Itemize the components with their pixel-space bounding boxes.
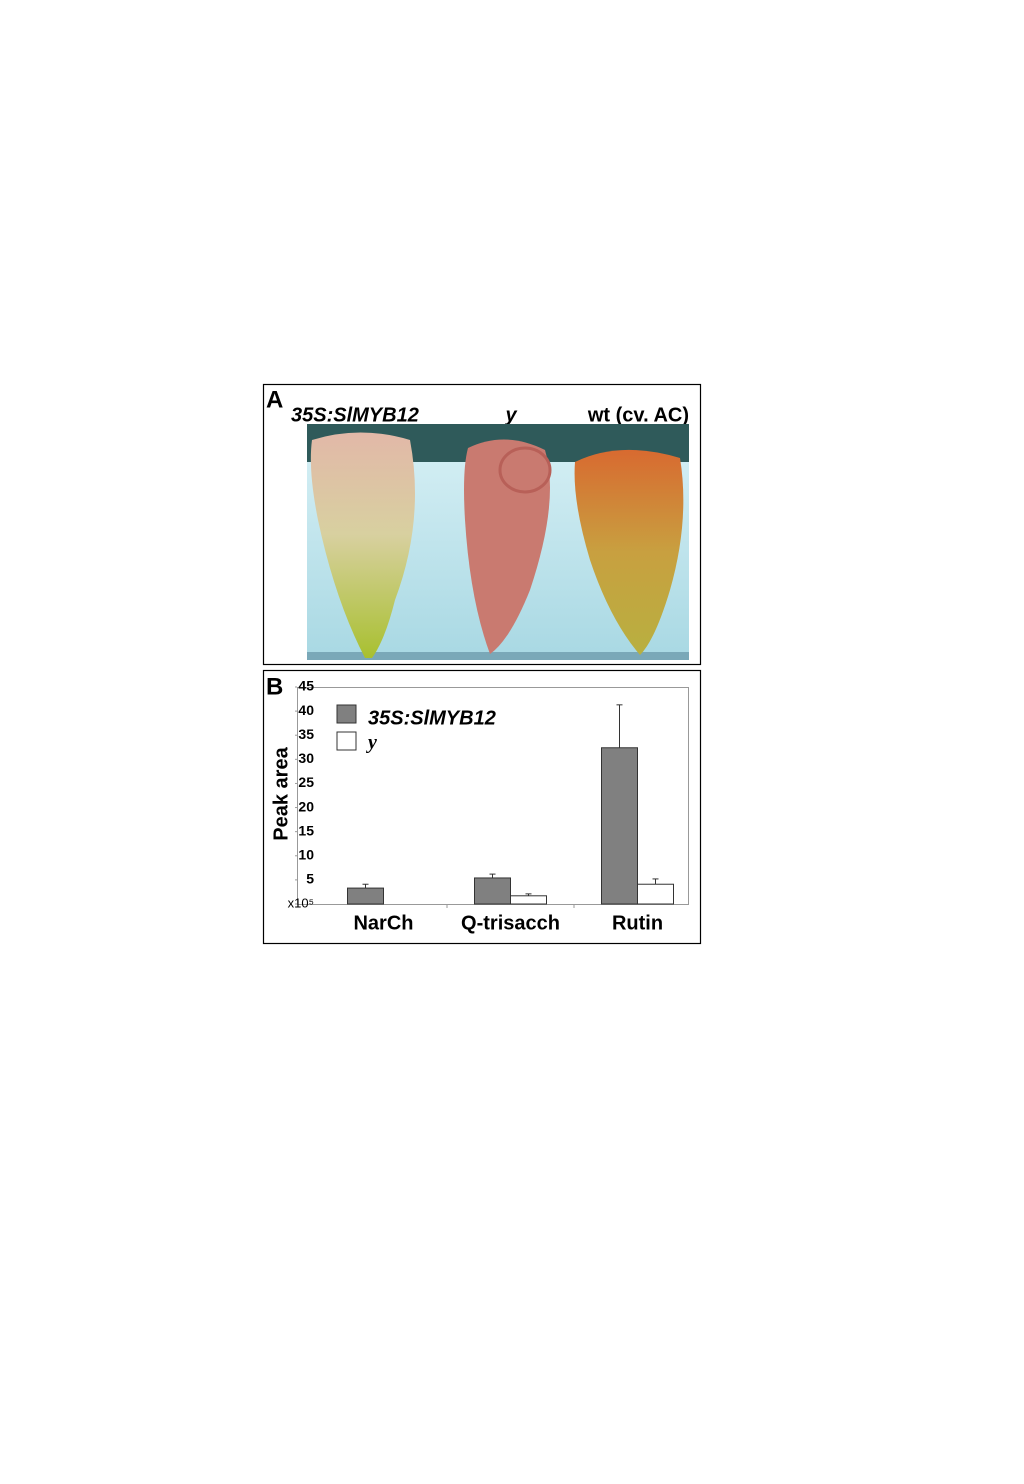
y-tick-label: 45 — [298, 678, 314, 694]
y-tick-label: 5 — [306, 871, 314, 887]
caption: y — [504, 404, 517, 426]
bar — [510, 895, 547, 905]
photo — [307, 424, 689, 660]
y-axis-label: Peak area — [270, 746, 292, 840]
bar — [637, 883, 674, 905]
panel-label: B — [266, 673, 283, 700]
x-tick-label: Q-trisacch — [461, 912, 560, 934]
y-tick-label: 10 — [298, 846, 314, 862]
bar — [601, 747, 638, 905]
y-tick-label: 30 — [298, 750, 314, 766]
legend-label: 35S:SlMYB12 — [368, 707, 496, 729]
panel-b-frame — [262, 669, 702, 945]
panel-label: A — [266, 386, 283, 413]
legend-label: y — [366, 732, 377, 754]
bar — [347, 887, 384, 905]
x-tick-label: Rutin — [612, 912, 663, 934]
y-tick-label: 20 — [298, 798, 314, 814]
y-tick-label: 25 — [298, 774, 314, 790]
panel-a-frame — [262, 383, 702, 666]
y-tick-label: 15 — [298, 822, 314, 838]
bar — [474, 877, 511, 905]
y-tick-label: 40 — [298, 702, 314, 718]
x-tick-label: NarCh — [353, 912, 413, 934]
y-tick-label: 35 — [298, 726, 314, 742]
caption: 35S:SlMYB12 — [291, 404, 419, 426]
y-tick-label: x10⁵ — [288, 895, 314, 910]
legend-swatch — [336, 704, 357, 724]
caption: wt (cv. AC) — [587, 404, 689, 426]
legend-swatch — [336, 731, 357, 751]
